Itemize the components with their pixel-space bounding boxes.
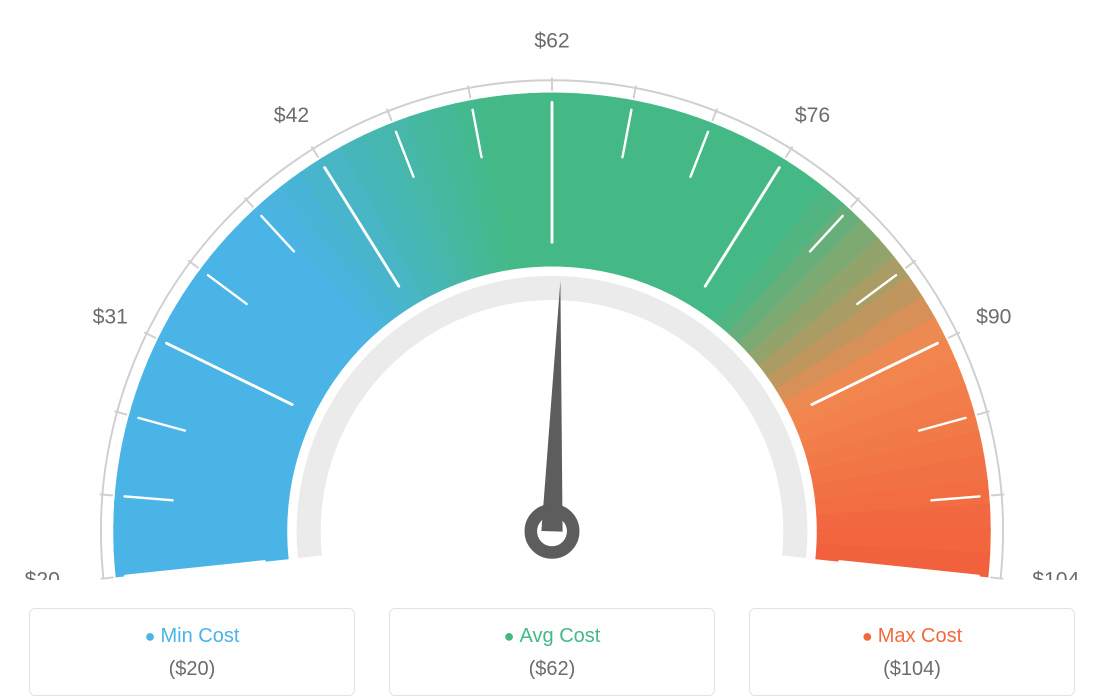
gauge-svg: $20 $31 $42 $62 $76 $90 $104 (20, 20, 1084, 580)
gauge-needle (541, 281, 562, 532)
gauge-tick-label: $104 (1032, 569, 1079, 580)
legend-card-min: Min Cost ($20) (29, 608, 355, 696)
gauge-tick-label: $62 (534, 29, 569, 52)
legend-card-avg: Avg Cost ($62) (389, 608, 715, 696)
gauge-tick-label: $42 (274, 104, 309, 127)
legend-value-avg: ($62) (390, 658, 714, 681)
gauge-tick-label: $31 (93, 305, 128, 328)
gauge-tick-label: $20 (25, 569, 60, 580)
legend-value-max: ($104) (750, 658, 1074, 681)
legend-value-min: ($20) (30, 658, 354, 681)
gauge-tick-label: $90 (976, 305, 1011, 328)
legend-label-min: Min Cost (30, 625, 354, 648)
legend-row: Min Cost ($20) Avg Cost ($62) Max Cost (… (20, 608, 1084, 696)
legend-label-max: Max Cost (750, 625, 1074, 648)
legend-label-avg: Avg Cost (390, 625, 714, 648)
gauge-tick-label: $76 (795, 104, 830, 127)
gauge-chart: $20 $31 $42 $62 $76 $90 $104 (20, 20, 1084, 580)
legend-card-max: Max Cost ($104) (749, 608, 1075, 696)
